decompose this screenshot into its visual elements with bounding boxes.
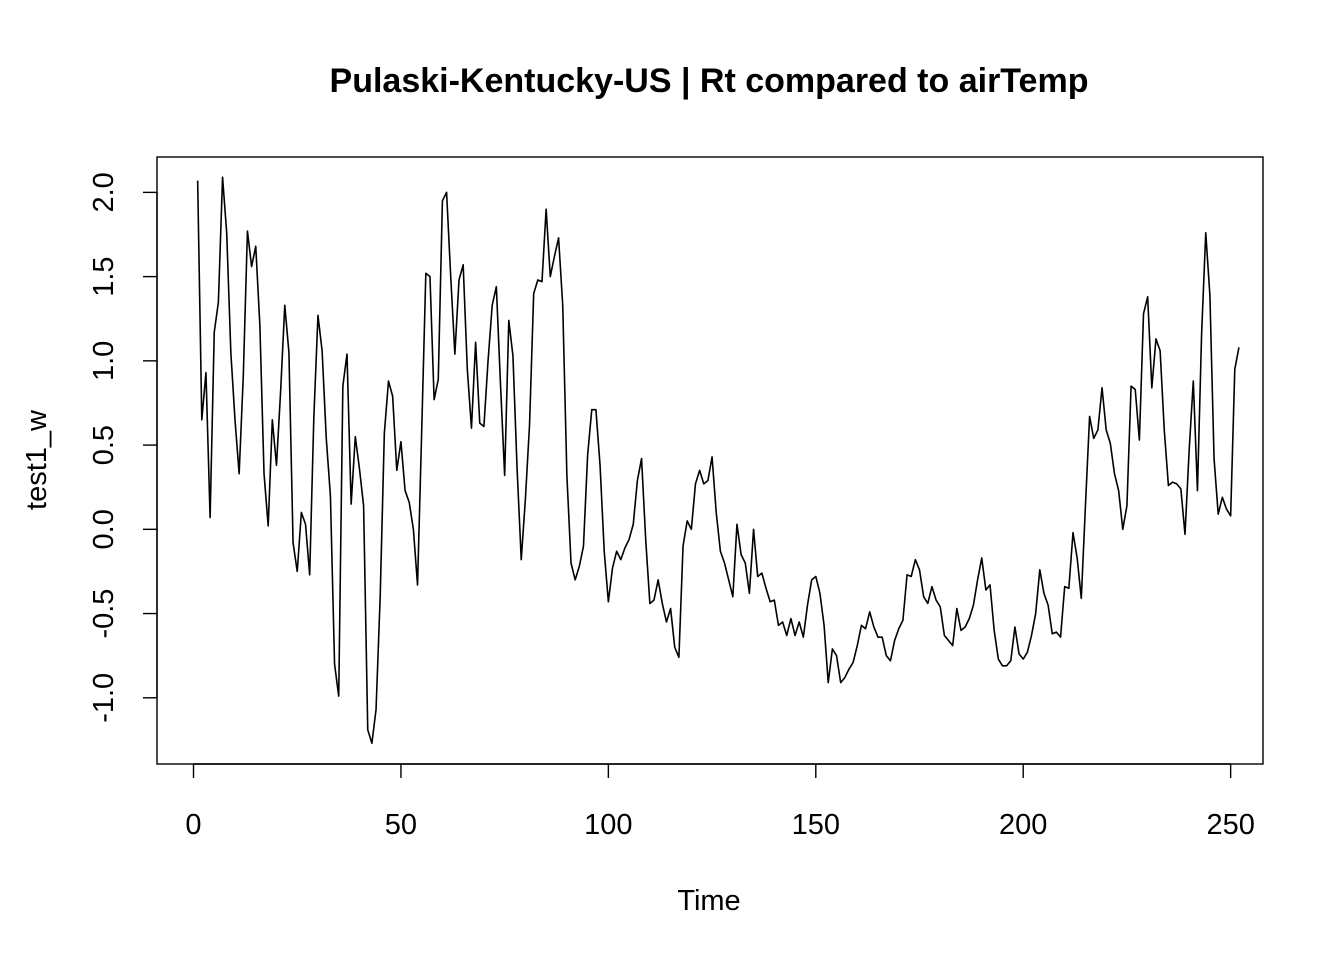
plot-frame <box>156 156 1264 765</box>
x-tick-label: 200 <box>999 809 1047 841</box>
y-tick-label: 1.5 <box>88 256 120 296</box>
chart-title: Pulaski-Kentucky-US | Rt compared to air… <box>330 62 1089 100</box>
x-tick-label: 150 <box>792 809 840 841</box>
y-tick-label: 0.5 <box>88 425 120 465</box>
y-axis-label: test1_w <box>21 409 53 510</box>
series-layer <box>196 176 1240 745</box>
y-tick-label: -0.5 <box>88 589 120 639</box>
y-axis: -1.0 -0.5 0.0 0.5 1.0 1.5 2.0 <box>88 172 158 723</box>
y-tick-label: -1.0 <box>88 673 120 723</box>
x-tick-label: 100 <box>584 809 632 841</box>
x-tick-label: 250 <box>1206 809 1254 841</box>
x-tick-label: 0 <box>185 809 201 841</box>
y-tick-label: 2.0 <box>88 172 120 212</box>
y-tick-label: 1.0 <box>88 341 120 381</box>
x-tick-label: 50 <box>385 809 417 841</box>
x-axis: 0 50 100 150 200 250 <box>185 763 1255 841</box>
y-tick-label: 0.0 <box>88 509 120 549</box>
series-line <box>196 176 1240 745</box>
x-axis-label: Time <box>677 885 740 917</box>
